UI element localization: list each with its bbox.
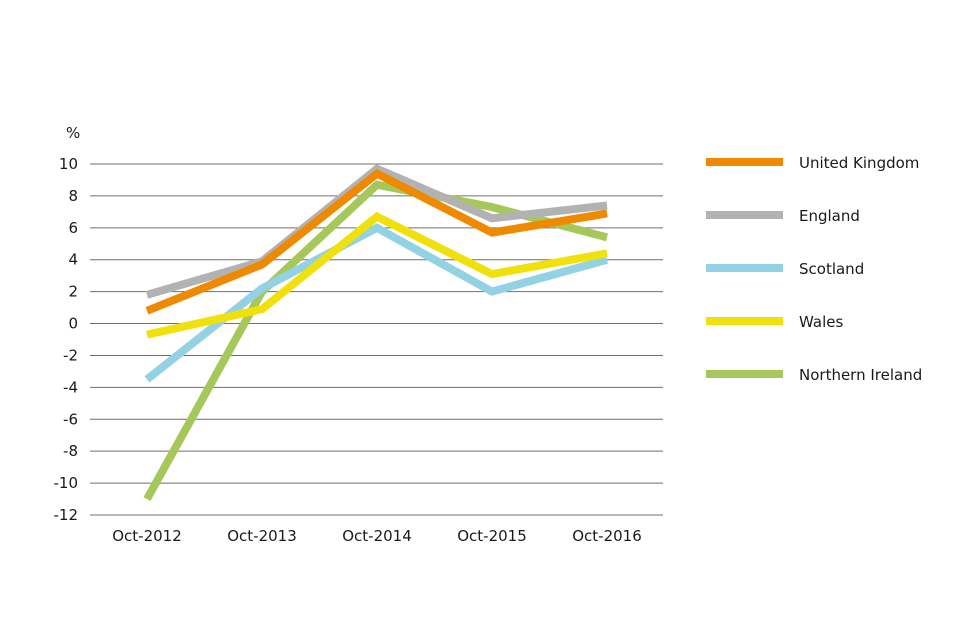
legend-label-united-kingdom: United Kingdom xyxy=(799,154,919,172)
y-tick-label-2: 6 xyxy=(68,219,78,237)
y-tick-label-6: -2 xyxy=(63,346,78,364)
y-tick-label-11: -12 xyxy=(54,506,79,524)
y-tick-label-7: -4 xyxy=(63,378,78,396)
x-tick-label-3: Oct-2015 xyxy=(457,527,527,545)
series-line-england xyxy=(145,164,608,299)
legend-label-england: England xyxy=(799,207,860,225)
y-axis-unit-label: % xyxy=(66,124,80,142)
legend: United Kingdom England Scotland Wales Northe… xyxy=(706,154,922,384)
x-axis-ticks: Oct-2012 Oct-2013 Oct-2014 Oct-2015 Oct-2016 xyxy=(112,527,642,545)
x-tick-label-0: Oct-2012 xyxy=(112,527,182,545)
y-axis-ticks: 10 8 6 4 2 0 -2 -4 -6 -8 -10 -12 xyxy=(54,155,79,524)
legend-label-wales: Wales xyxy=(799,313,843,331)
x-tick-label-4: Oct-2016 xyxy=(572,527,642,545)
series-line-scotland xyxy=(144,223,609,383)
series-line-united-kingdom xyxy=(145,168,608,315)
y-tick-label-9: -8 xyxy=(63,442,78,460)
legend-label-northern-ireland: Northern Ireland xyxy=(799,366,922,384)
series-lines xyxy=(143,164,609,501)
y-tick-label-4: 2 xyxy=(68,283,78,301)
x-tick-label-2: Oct-2014 xyxy=(342,527,412,545)
y-tick-label-0: 10 xyxy=(59,155,78,173)
series-line-wales xyxy=(146,211,608,339)
y-tick-label-10: -10 xyxy=(54,474,79,492)
y-tick-label-3: 4 xyxy=(68,251,78,269)
y-tick-label-8: -6 xyxy=(63,410,78,428)
x-tick-label-1: Oct-2013 xyxy=(227,527,297,545)
y-tick-label-5: 0 xyxy=(68,315,78,333)
y-tick-label-1: 8 xyxy=(68,187,78,205)
legend-label-scotland: Scotland xyxy=(799,260,864,278)
